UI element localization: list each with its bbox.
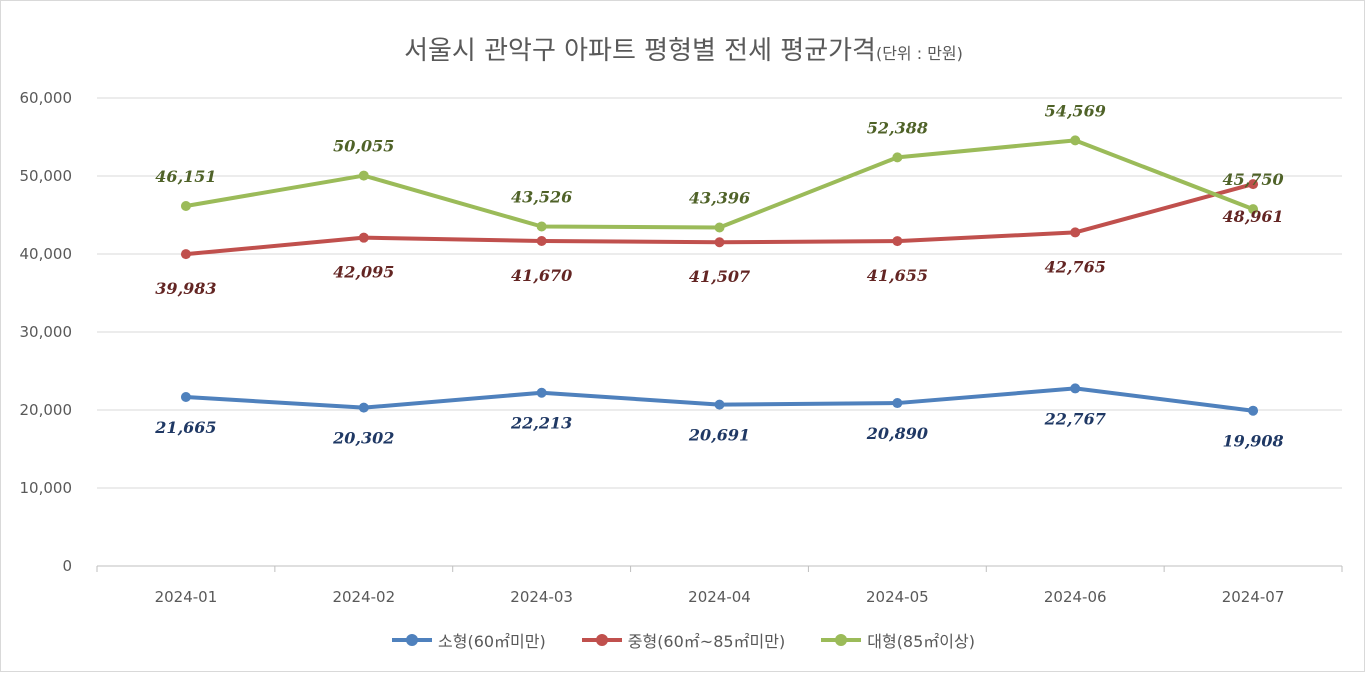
data-label: 19,908	[1222, 432, 1283, 451]
data-point	[536, 221, 547, 232]
data-label: 45,750	[1222, 170, 1283, 189]
y-tick-label: 30,000	[20, 323, 73, 341]
chart-title-main: 서울시 관악구 아파트 평형별 전세 평균가격	[404, 36, 876, 66]
data-point	[714, 222, 725, 233]
data-point	[714, 237, 725, 248]
data-point	[180, 249, 191, 260]
data-label: 39,983	[155, 279, 216, 298]
x-tick-label: 2024-03	[510, 588, 573, 606]
data-point	[892, 236, 903, 247]
x-tick-label: 2024-06	[1044, 588, 1107, 606]
data-label: 21,665	[154, 418, 216, 437]
data-point	[358, 232, 369, 243]
data-label: 42,765	[1045, 257, 1106, 276]
data-point	[180, 392, 191, 403]
y-tick-label: 40,000	[20, 245, 73, 263]
data-point	[1248, 204, 1259, 215]
x-tick-label: 2024-02	[332, 588, 395, 606]
data-label: 41,507	[689, 267, 750, 286]
data-point	[1070, 135, 1081, 146]
legend-label: 중형(60㎡~85㎡미만)	[627, 632, 786, 651]
data-label: 20,691	[688, 426, 750, 445]
legend-item: 중형(60㎡~85㎡미만)	[581, 628, 786, 652]
y-tick-label: 0	[62, 557, 72, 575]
axes: 0 10,000 20,000 30,000 40,000 50,000 60,000 202…	[20, 89, 1343, 606]
data-point	[358, 170, 369, 181]
data-label: 20,302	[332, 429, 394, 448]
y-tick-label: 60,000	[20, 89, 73, 107]
x-tick-label: 2024-01	[155, 588, 218, 606]
data-point	[892, 152, 903, 163]
legend-item: 소형(60㎡미만)	[392, 628, 546, 652]
data-point	[1070, 227, 1081, 238]
data-point	[714, 399, 725, 410]
legend-label: 소형(60㎡미만)	[438, 632, 546, 651]
data-label: 22,767	[1044, 409, 1106, 428]
data-label: 43,396	[689, 189, 750, 208]
data-label: 43,526	[511, 187, 572, 206]
data-label: 50,055	[333, 137, 394, 156]
series-layer	[180, 135, 1259, 416]
data-point	[358, 402, 369, 413]
legend-swatch	[821, 634, 862, 646]
x-tick-label: 2024-07	[1222, 588, 1285, 606]
y-tick-label: 50,000	[20, 167, 73, 185]
data-label: 41,655	[867, 266, 928, 285]
data-labels: 21,665 20,302 22,213 20,691 20,890 22,767 19,9…	[154, 101, 1283, 450]
data-label: 22,213	[510, 414, 572, 433]
chart-title: 서울시 관악구 아파트 평형별 전세 평균가격(단위 : 만원)	[0, 30, 1367, 67]
chart-title-unit: (단위 : 만원)	[875, 44, 963, 63]
x-tick-label: 2024-05	[866, 588, 929, 606]
legend-label: 대형(85㎡이상)	[867, 632, 975, 651]
data-point	[536, 387, 547, 398]
data-label: 52,388	[867, 118, 928, 137]
data-label: 54,569	[1045, 101, 1106, 120]
data-label: 42,095	[333, 263, 394, 282]
data-point	[536, 235, 547, 246]
legend-item: 대형(85㎡이상)	[821, 628, 975, 652]
data-point	[1248, 405, 1259, 416]
data-label: 48,961	[1222, 207, 1283, 226]
data-point	[1070, 383, 1081, 394]
y-tick-label: 10,000	[20, 479, 73, 497]
data-label: 46,151	[155, 167, 216, 186]
gridlines	[97, 97, 1342, 489]
data-label: 41,670	[511, 266, 572, 285]
legend-swatch	[392, 634, 433, 646]
legend-swatch	[581, 634, 622, 646]
x-tick-label: 2024-04	[688, 588, 751, 606]
legend: 소형(60㎡미만) 중형(60㎡~85㎡미만) 대형(85㎡이상)	[0, 628, 1367, 652]
data-label: 20,890	[866, 424, 928, 443]
data-point	[180, 201, 191, 212]
y-tick-label: 20,000	[20, 401, 73, 419]
data-point	[1248, 179, 1259, 190]
data-point	[892, 398, 903, 409]
